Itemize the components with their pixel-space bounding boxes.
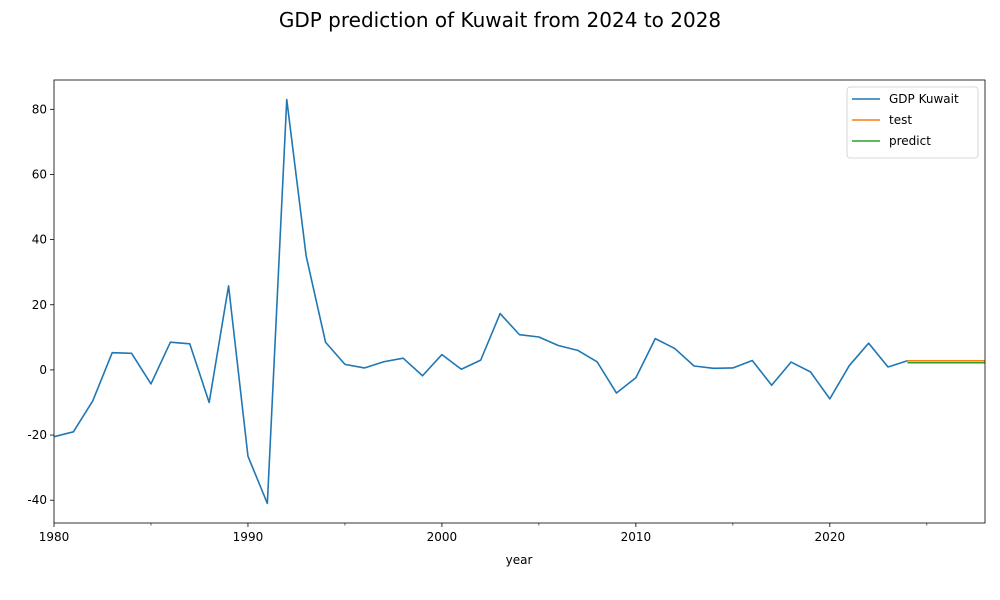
legend-label: GDP Kuwait xyxy=(889,92,959,106)
chart-title: GDP prediction of Kuwait from 2024 to 20… xyxy=(278,8,722,32)
x-tick-label: 2000 xyxy=(427,530,458,544)
legend-label: predict xyxy=(889,134,931,148)
y-tick-label: -20 xyxy=(27,428,47,442)
series-line-gdp-kuwait xyxy=(54,98,908,505)
y-tick-label: 20 xyxy=(32,298,47,312)
y-tick-label: 40 xyxy=(32,233,47,247)
plot-frame xyxy=(53,79,986,524)
plot-area xyxy=(54,98,985,505)
y-tick-label: -40 xyxy=(27,493,47,507)
x-axis-label: year xyxy=(506,553,533,567)
y-tick-label: 60 xyxy=(32,167,47,181)
legend-label: test xyxy=(889,113,912,127)
x-tick-label: 2010 xyxy=(621,530,652,544)
axes: 1980 1990 2000 2010 2020 -40 -20 0 20 40 60 80 xyxy=(27,79,986,544)
x-tick-label: 1990 xyxy=(233,530,264,544)
x-tick-label: 2020 xyxy=(815,530,846,544)
y-tick-label: 80 xyxy=(32,102,47,116)
series-lines xyxy=(54,98,985,505)
legend: GDP Kuwait test predict xyxy=(846,86,979,159)
x-tick-label: 1980 xyxy=(39,530,70,544)
y-tick-label: 0 xyxy=(39,363,47,377)
